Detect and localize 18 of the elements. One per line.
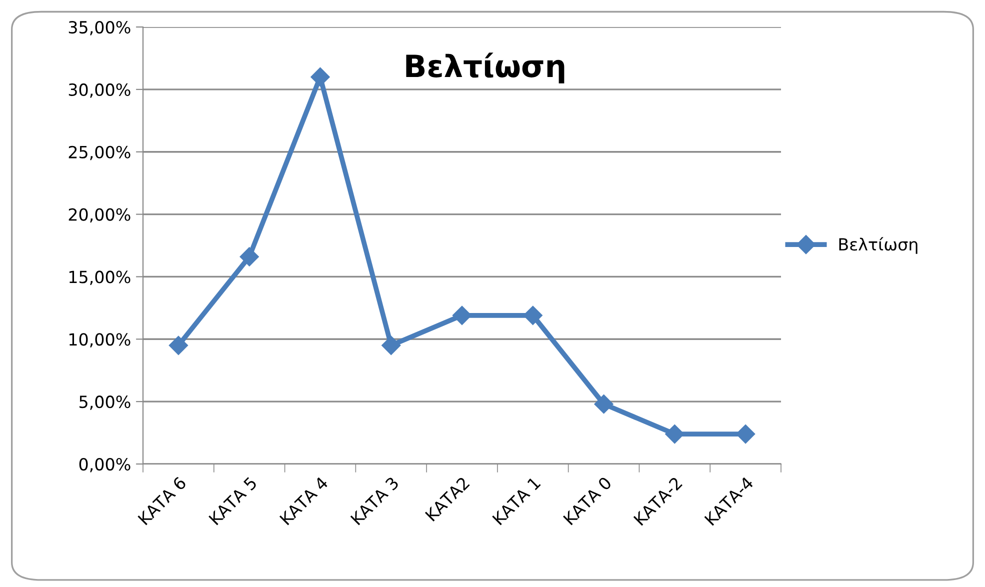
y-tick-label: 0,00%: [79, 458, 130, 472]
y-tick-label: 15,00%: [69, 270, 130, 285]
point: [736, 424, 756, 444]
point: [310, 67, 330, 86]
legend-label: Βελτίωση: [839, 237, 918, 254]
y-tick-label: 30,00%: [68, 83, 130, 98]
point: [594, 394, 614, 414]
point: [382, 336, 401, 355]
y-tick-label: 25,00%: [68, 146, 130, 160]
y-tick-label: 20,00%: [68, 208, 130, 223]
point: [665, 424, 684, 444]
point: [240, 247, 259, 266]
y-tick-label: 5,00%: [80, 396, 130, 410]
point: [523, 306, 542, 325]
y-tick-label: 10,00%: [69, 333, 130, 348]
y-tick-label: 35,00%: [68, 20, 130, 36]
text: Βελτίωση: [406, 52, 564, 84]
point: [168, 336, 188, 355]
